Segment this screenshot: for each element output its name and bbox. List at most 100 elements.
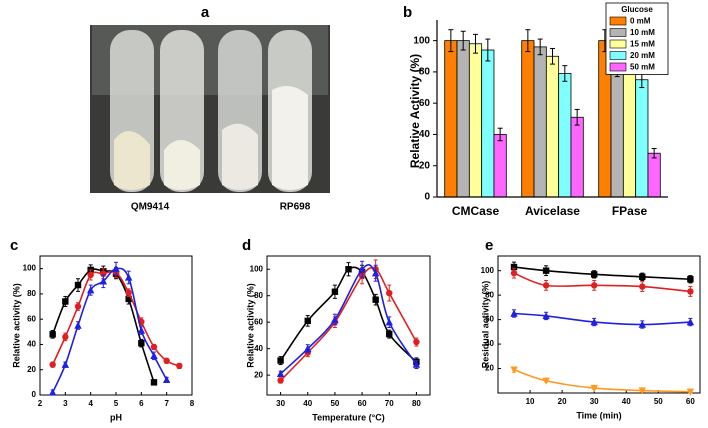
y-tick-label: 100 [481,266,495,275]
x-tick-label: 4 [88,399,93,408]
marker [510,309,518,317]
error-bar [651,148,657,159]
y-tick-label: 100 [413,35,430,46]
marker [590,318,598,326]
series-line [280,263,418,375]
y-tick-label: 60 [27,314,36,323]
error-bar [460,30,466,51]
marker [87,271,94,279]
x-tick-label: 40 [622,397,631,406]
bar [521,40,535,198]
y-axis-title: Relative activity (%) [245,283,255,368]
panel-letter: c [10,237,18,254]
marker [276,369,285,378]
marker [590,271,598,278]
sediment [114,131,150,190]
marker [124,273,133,281]
x-tick-label: 60 [358,399,367,408]
bar [610,68,624,198]
legend-title: Glucose [621,5,653,14]
bar [444,40,458,198]
series-line [279,266,417,363]
error-bar [448,29,454,53]
x-tick-label: 40 [303,399,312,408]
legend-swatch [609,62,627,72]
x-tick-label: 50 [654,397,663,406]
panel-letter: d [242,237,251,254]
series-line [513,369,691,393]
bar [468,43,483,198]
series-line [280,266,418,381]
marker [385,318,393,326]
legend-swatch [609,39,627,49]
marker [74,303,82,310]
series-line [51,267,168,393]
marker [163,357,170,365]
error-bar [497,127,503,142]
x-tick-label: 20 [558,397,567,406]
y-tick-label: 20 [27,365,36,374]
marker [686,318,695,326]
marker [638,320,646,328]
y-tick-label: 100 [23,264,37,273]
panel-letter: a [201,4,210,21]
marker [639,283,646,290]
legend-swatch [609,51,627,60]
marker [358,265,366,273]
legend-label: 20 mM [630,51,655,60]
marker [112,264,120,272]
bar [558,73,572,198]
bar [635,79,649,198]
error-bar [574,108,580,126]
x-tick-label: 30 [276,399,285,408]
series-line [51,270,180,367]
x-axis-title: Time (min) [576,410,621,420]
x-tick-label: 2 [38,399,43,408]
marker [62,333,69,341]
y-tick-label: 20 [485,364,494,373]
marker [99,277,108,285]
marker [331,288,339,295]
y-tick-label: 100 [250,264,264,273]
marker [176,362,183,370]
sediment [222,123,258,190]
x-tick-label: 50 [330,399,339,408]
y-tick-label: 60 [419,98,431,109]
x-tick-label: 3 [63,399,68,408]
marker [150,379,158,386]
marker [74,281,82,289]
sediment [272,86,308,190]
photo-caption: QM9414 [131,202,170,213]
y-tick-label: 40 [419,129,431,140]
series-line [513,272,691,293]
marker [277,357,284,364]
y-tick-label: 80 [485,290,494,299]
x-tick-label: 30 [590,397,599,406]
x-axis-title: pH [110,412,122,422]
photo-caption: RP698 [280,202,311,213]
error-bar [537,38,543,56]
marker [345,266,352,273]
plot-frame [266,255,431,396]
sediment [164,140,200,190]
legend-label: 10 mM [630,28,655,37]
marker [542,282,550,289]
marker [162,375,171,384]
marker [371,269,380,277]
marker [542,311,550,320]
marker [304,344,312,352]
panel-letter: b [403,4,412,21]
marker [49,361,56,368]
marker [510,263,518,271]
bar [647,152,661,198]
legend-label: 50 mM [630,63,655,72]
marker [74,321,82,329]
y-axis-title: Relative Activity (%) [408,54,422,168]
marker [639,273,646,280]
legend-label: 15 mM [630,40,655,49]
marker [138,339,145,347]
marker [331,315,339,323]
marker [413,338,420,346]
marker [125,289,132,296]
